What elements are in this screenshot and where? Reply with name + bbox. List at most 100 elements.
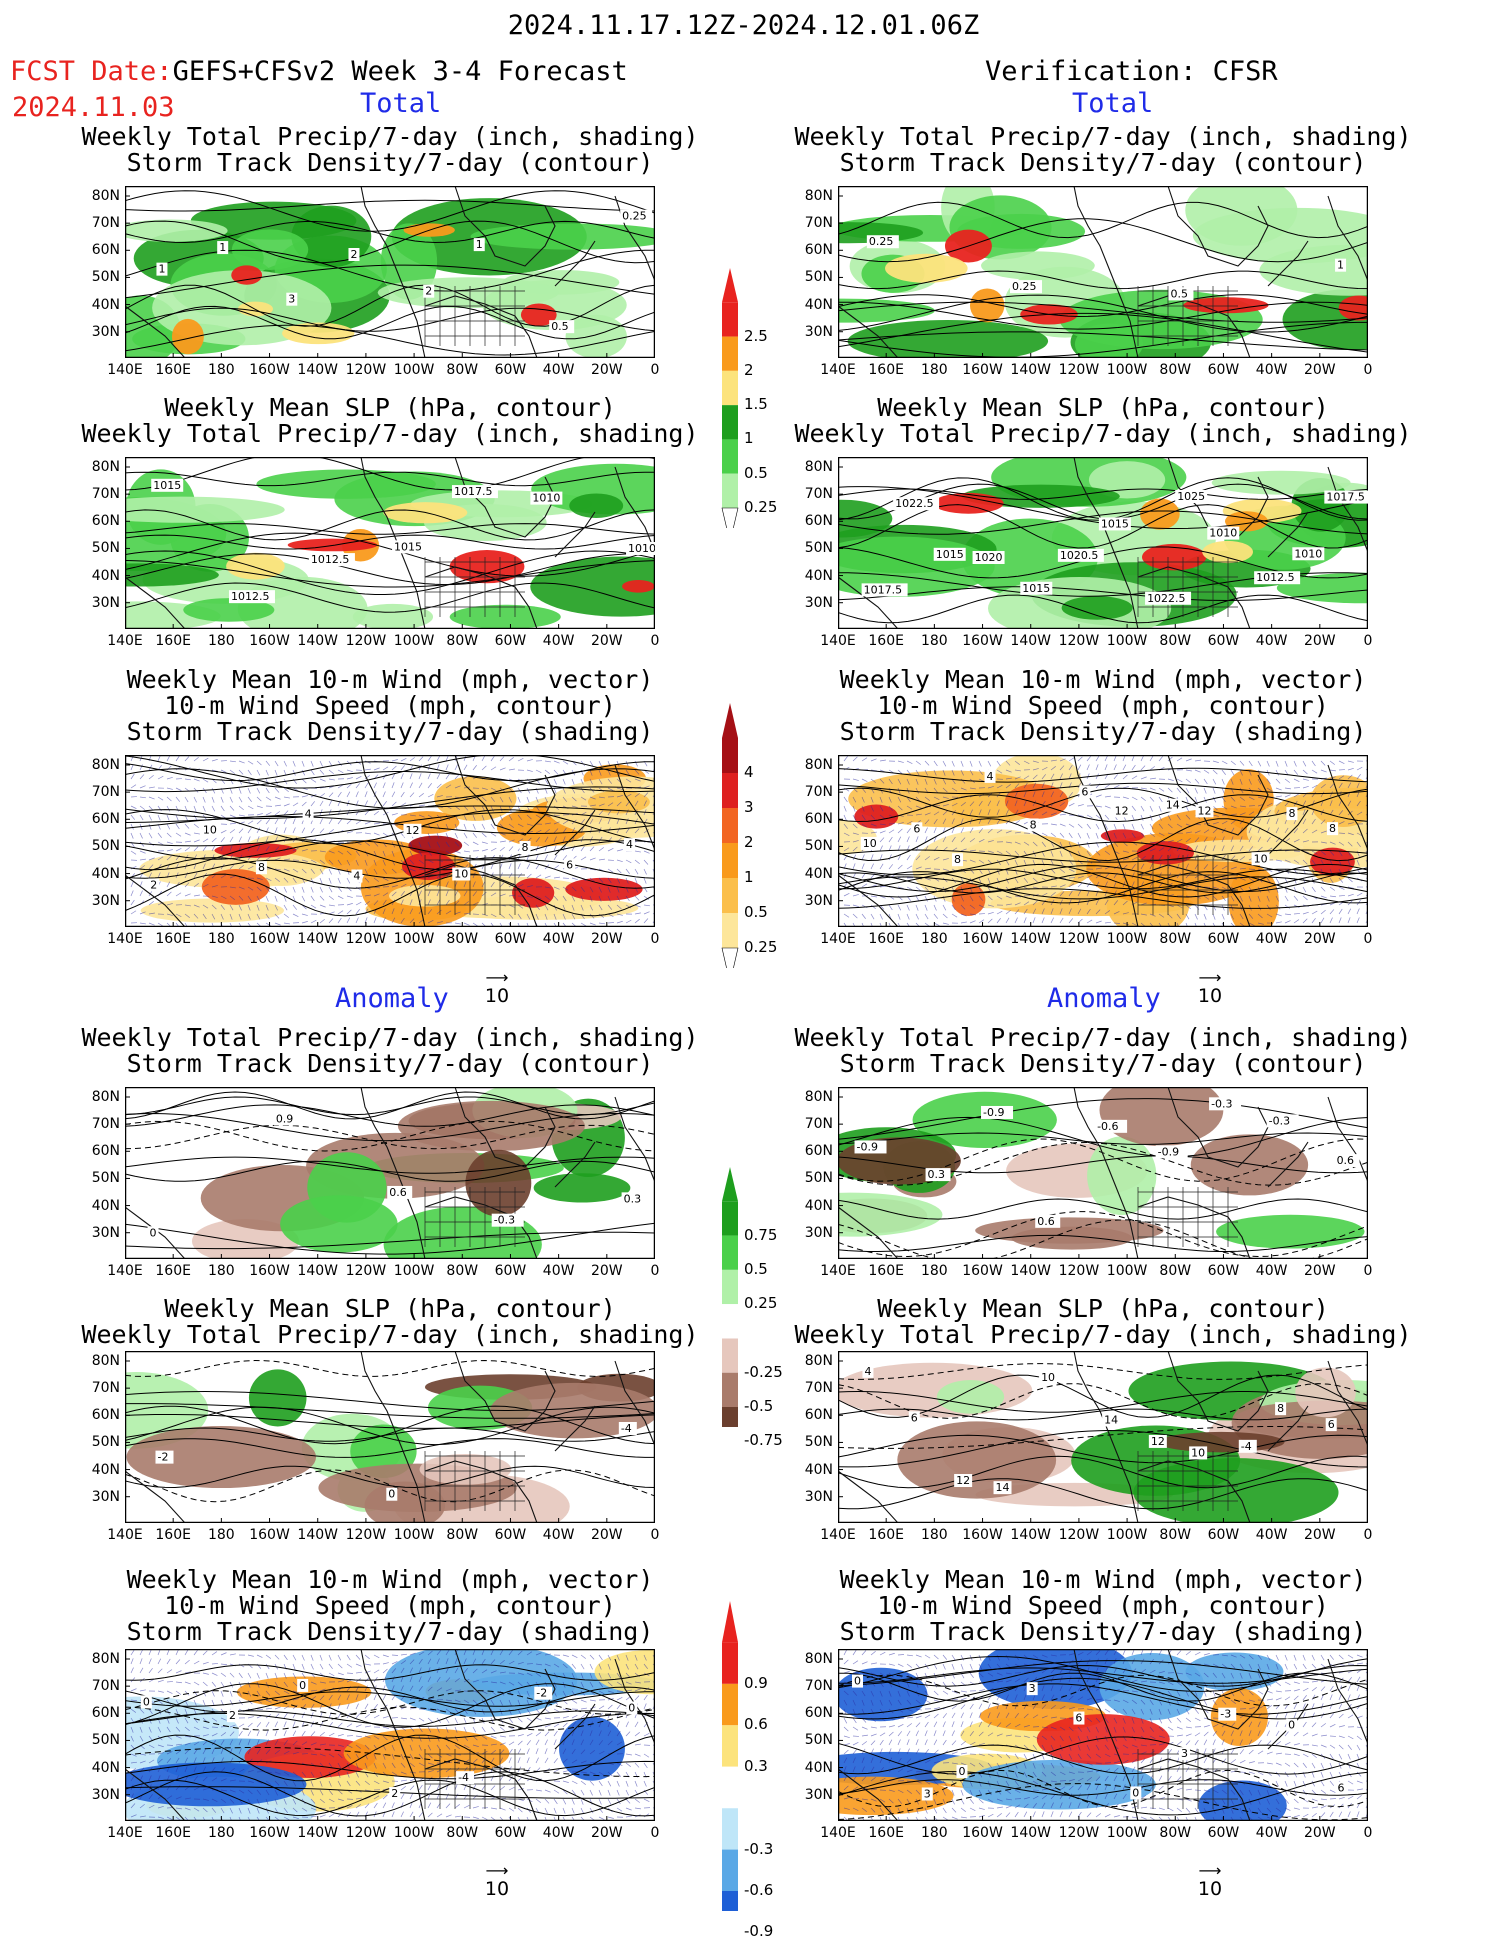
contour-label: -3 <box>1220 1708 1231 1721</box>
contour-label: 8 <box>1329 822 1336 835</box>
contour-label: 10 <box>1191 1446 1205 1459</box>
contour-label: 0 <box>628 1702 635 1715</box>
lat-label: 80N <box>793 1089 833 1105</box>
contour-label: -0.3 <box>1211 1097 1232 1110</box>
panel-title-line: Weekly Mean SLP (hPa, contour) <box>5 1296 775 1322</box>
colorbar-label: -0.25 <box>744 1363 783 1381</box>
lat-label: 30N <box>793 1225 833 1241</box>
lon-label: 0 <box>1338 931 1398 947</box>
lat-label: 60N <box>80 242 120 258</box>
panel-title-line: Weekly Total Precip/7-day (inch, shading… <box>5 124 775 150</box>
panel-title-line: Storm Track Density/7-day (contour) <box>718 1051 1487 1077</box>
lat-label: 30N <box>80 893 120 909</box>
panel-title-line: Weekly Total Precip/7-day (inch, shading… <box>5 1322 775 1348</box>
contour-label: 10 <box>454 868 468 881</box>
lat-label: 40N <box>80 1198 120 1214</box>
shading-region <box>378 277 559 308</box>
contour-label: 1012.5 <box>231 590 270 603</box>
lat-label: 30N <box>793 324 833 340</box>
contour-label: 1015 <box>1101 517 1129 530</box>
panel-title-obs_anom_slp: Weekly Mean SLP (hPa, contour)Weekly Tot… <box>718 1296 1487 1348</box>
lat-label: 30N <box>80 1787 120 1803</box>
contour-label: -2 <box>536 1687 547 1700</box>
shading-region <box>588 791 650 814</box>
vector-ref-value: 10 <box>477 985 517 1007</box>
contour-label: 3 <box>1181 1747 1188 1760</box>
lat-label: 50N <box>80 1732 120 1748</box>
fcst-date: 2024.11.03 <box>12 92 175 123</box>
lat-label: 50N <box>80 540 120 556</box>
lon-label: 0 <box>1338 1825 1398 1841</box>
lat-label: 40N <box>80 1760 120 1776</box>
lat-label: 40N <box>80 297 120 313</box>
contour-label: 0.5 <box>551 320 569 333</box>
lat-label: 60N <box>80 1407 120 1423</box>
shading-region <box>937 1380 1004 1414</box>
contour-label: 4 <box>987 770 994 783</box>
colorbar-label: 0.5 <box>744 464 768 482</box>
section-total-left: Total <box>360 88 441 119</box>
lat-label: 30N <box>80 1489 120 1505</box>
lon-label: 0 <box>625 362 685 378</box>
contour-label: 0.6 <box>389 1186 407 1199</box>
colorbar-label: -0.3 <box>744 1840 773 1858</box>
colorbar-swatch <box>722 1642 738 1683</box>
lat-label: 50N <box>793 540 833 556</box>
panel-title-obs_anom_precip: Weekly Total Precip/7-day (inch, shading… <box>718 1025 1487 1077</box>
contour-label: -0.9 <box>1158 1145 1179 1158</box>
contour-label: -0.3 <box>494 1214 515 1227</box>
colorbar-swatch <box>722 405 738 439</box>
vector-reference: ⟶10 <box>1190 971 1230 1007</box>
lat-label: 80N <box>80 188 120 204</box>
contour-label: -0.6 <box>1097 1120 1118 1133</box>
colorbar-swatch <box>722 843 738 878</box>
shading-region <box>933 493 1003 514</box>
contour-label: 1017.5 <box>1326 491 1365 504</box>
contour-label: 6 <box>566 858 573 871</box>
shading-region <box>981 251 1095 279</box>
vector-arrow-icon: ⟶ <box>1190 971 1230 985</box>
lat-label: 40N <box>80 568 120 584</box>
shading-region <box>565 878 642 901</box>
forecast-name: GEFS+CFSv2 Week 3-4 Forecast <box>173 56 628 87</box>
colorbar-label: -0.5 <box>744 1397 773 1415</box>
lat-label: 50N <box>80 1170 120 1186</box>
colorbar-label: 0.6 <box>744 1715 768 1733</box>
lat-label: 60N <box>793 1143 833 1159</box>
lat-label: 30N <box>80 1225 120 1241</box>
lat-label: 60N <box>80 513 120 529</box>
panel-title-line: Weekly Mean 10-m Wind (mph, vector) <box>718 1567 1487 1593</box>
panel-title-fcst_total_slp: Weekly Mean SLP (hPa, contour)Weekly Tot… <box>5 395 775 447</box>
lon-label: 0 <box>625 633 685 649</box>
vector-ref-value: 10 <box>1190 1878 1230 1900</box>
lat-label: 60N <box>793 1407 833 1423</box>
shading-region <box>838 1193 942 1237</box>
shading-region <box>420 1454 512 1485</box>
vector-ref-value: 10 <box>1190 985 1230 1007</box>
panel-title-line: Weekly Mean SLP (hPa, contour) <box>5 395 775 421</box>
panel-title-line: Storm Track Density/7-day (shading) <box>5 719 775 745</box>
contour-label: 1010 <box>1294 547 1322 560</box>
contour-label: 6 <box>1328 1418 1335 1431</box>
panel-title-fcst_anom_slp: Weekly Mean SLP (hPa, contour)Weekly Tot… <box>5 1296 775 1348</box>
contour-label: 12 <box>1115 804 1129 817</box>
contour-label: 1022.5 <box>895 497 934 510</box>
lat-label: 40N <box>793 1760 833 1776</box>
contour-label: 0.25 <box>622 210 647 223</box>
lat-label: 70N <box>793 486 833 502</box>
lat-label: 30N <box>80 595 120 611</box>
contour-label: 0 <box>388 1488 395 1501</box>
vector-reference: ⟶10 <box>477 971 517 1007</box>
shading-region <box>622 580 655 593</box>
panel-title-line: Storm Track Density/7-day (shading) <box>5 1619 775 1645</box>
colorbar-swatch <box>722 773 738 808</box>
shading-region <box>141 899 284 923</box>
colorbar-swatch <box>722 738 738 773</box>
